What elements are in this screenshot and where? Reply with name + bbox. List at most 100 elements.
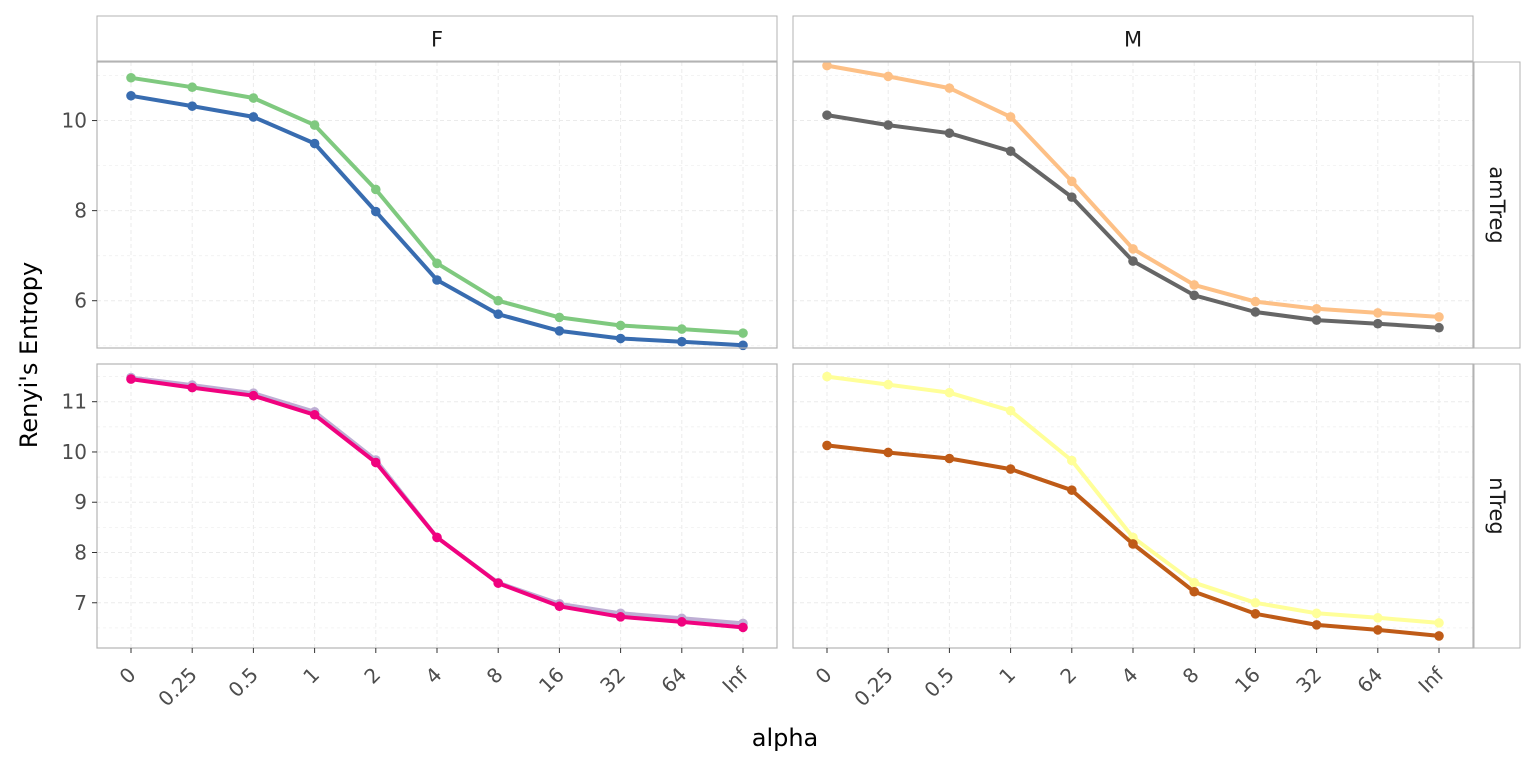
panel-m-ntreg-series-0-point xyxy=(1189,577,1199,588)
panel-f-amtreg-series-0-point xyxy=(677,324,687,334)
panel-m-ntreg-series-0-point xyxy=(1067,455,1077,466)
panel-f-ntreg-y-tick-label: 9 xyxy=(74,490,87,514)
panel-f-amtreg-series-1-point xyxy=(493,309,504,320)
panel-m-amtreg-series-1-point xyxy=(1067,192,1077,202)
panel-f-amtreg-series-0-point xyxy=(554,312,565,323)
panel-m-amtreg-series-0-point xyxy=(822,60,832,71)
panel-f-ntreg-series-1-point xyxy=(309,409,320,420)
panel-f-amtreg-series-0-point xyxy=(248,93,259,103)
panel-m-ntreg-series-0-point xyxy=(944,387,955,398)
panel-m-amtreg-series-0-point xyxy=(1311,304,1322,314)
panel-m-amtreg-border xyxy=(792,61,1474,349)
panel-f-amtreg-series-1-point xyxy=(554,326,565,336)
panel-f-amtreg-series-0-point xyxy=(432,258,442,269)
panel-m-ntreg-series-1-point xyxy=(944,453,955,464)
panel-f-ntreg-series-1-point xyxy=(126,374,136,384)
panel-m-ntreg-series-0-point xyxy=(883,379,893,390)
panel-f-amtreg-series-0-point xyxy=(615,320,626,331)
panel-f-amtreg-series-0-point xyxy=(309,120,320,130)
panel-f-ntreg-series-1-point xyxy=(677,617,687,627)
panel-f-amtreg-series-1-point xyxy=(738,340,748,351)
panel-m-ntreg-series-1-point xyxy=(1311,620,1322,630)
panel-m-amtreg-series-0-point xyxy=(1434,312,1444,322)
panel-m-ntreg-series-0-point xyxy=(1434,618,1444,628)
panel-f-ntreg-series-1-point xyxy=(738,622,748,633)
panel-m-ntreg-series-0-point xyxy=(1373,613,1383,623)
panel-m-amtreg-series-1-point xyxy=(1128,256,1138,266)
x-axis-title: alpha xyxy=(752,724,819,752)
panel-m-amtreg-series-0-point xyxy=(1373,308,1383,318)
panel-m-ntreg-series-1-point xyxy=(883,447,893,458)
panel-m-ntreg: 0 0.25 0.5 1 2 4 8 16 32 64 Inf xyxy=(792,363,1474,711)
panel-m-ntreg-series-1-point xyxy=(822,440,832,451)
y-axis-title: Renyi's Entropy xyxy=(15,262,43,448)
panel-f-amtreg-series-1-point xyxy=(615,333,626,344)
panel-m-ntreg-series-1-point xyxy=(1373,625,1383,635)
panel-m-ntreg-series-0-point xyxy=(1005,405,1016,416)
panel-m-amtreg-series-1-point xyxy=(1373,318,1383,329)
panel-m-amtreg-series-1-point xyxy=(1005,146,1016,156)
panel-m-amtreg-series-0-point xyxy=(1067,176,1077,187)
panel-f-ntreg-y-tick-label: 10 xyxy=(62,440,87,464)
panel-f-ntreg-series-1-point xyxy=(187,382,197,393)
panel-f-ntreg-series-1-point xyxy=(432,532,442,543)
panel-f-amtreg-series-0-point xyxy=(371,184,381,195)
panel-f-amtreg-y-tick-label: 10 xyxy=(62,109,87,133)
panel-f-amtreg-series-1-point xyxy=(126,90,136,101)
panel-f-amtreg-series-1-point xyxy=(432,275,442,285)
panel-f-ntreg-series-1-point xyxy=(554,601,565,612)
strip-label-col-f: F xyxy=(431,28,443,52)
panel-m-ntreg-series-1-point xyxy=(1189,586,1199,597)
strip-label-row-amtreg: amTreg xyxy=(1485,166,1509,244)
strip-box-col-m xyxy=(792,15,1474,62)
panel-f-amtreg-border xyxy=(96,61,778,349)
panel-m-amtreg-series-1-point xyxy=(1311,315,1322,325)
strip-label-col-m: M xyxy=(1124,28,1142,52)
panel-f-amtreg-series-1-point xyxy=(371,206,381,217)
panel-f-amtreg-y-tick-label: 6 xyxy=(74,289,87,313)
panel-f-amtreg-series-1-point xyxy=(248,112,259,122)
panel-f-amtreg-series-0-point xyxy=(187,82,197,93)
panel-f-amtreg: 6 8 10 xyxy=(62,61,778,351)
panel-f-ntreg-series-1-point xyxy=(248,390,259,401)
panel-f-ntreg-y-tick-label: 11 xyxy=(62,390,87,414)
panel-m-amtreg-series-1-point xyxy=(1189,290,1199,301)
panel-f-amtreg-series-1-point xyxy=(187,101,197,111)
panel-m-amtreg-series-0-point xyxy=(1128,244,1138,254)
panel-m-ntreg-series-1-point xyxy=(1067,485,1077,495)
panel-m-ntreg-series-1-point xyxy=(1128,539,1138,549)
panel-f-ntreg-series-1-point xyxy=(615,612,626,622)
panel-m-amtreg-series-0-point xyxy=(1250,296,1261,307)
panel-m-amtreg xyxy=(792,60,1474,349)
panel-m-ntreg-series-0-point xyxy=(822,371,832,382)
panel-f-ntreg-y-tick-label: 8 xyxy=(74,540,87,564)
panel-m-ntreg-series-1-point xyxy=(1005,464,1016,474)
panel-m-ntreg-series-0-point xyxy=(1250,597,1261,608)
panel-f-amtreg-series-0-point xyxy=(493,295,504,306)
strip-label-row-ntreg: nTreg xyxy=(1485,477,1509,534)
strip-box-row-ntreg xyxy=(1473,363,1521,649)
panel-m-amtreg-series-0-point xyxy=(1005,112,1016,122)
panel-m-amtreg-series-1-point xyxy=(883,120,893,130)
panel-m-amtreg-series-1-point xyxy=(1434,322,1444,333)
panel-m-ntreg-series-0-point xyxy=(1311,608,1322,619)
panel-m-amtreg-series-1-point xyxy=(944,128,955,138)
panel-f-amtreg-series-0-point xyxy=(126,72,136,83)
panel-m-ntreg-series-1-point xyxy=(1250,609,1261,619)
panel-f-ntreg-series-1-point xyxy=(371,457,381,468)
panel-m-ntreg-series-1-point xyxy=(1434,631,1444,641)
panel-m-amtreg-series-0-point xyxy=(883,71,893,82)
panel-m-amtreg-series-1-point xyxy=(822,110,832,120)
panel-f-ntreg-series-1-point xyxy=(493,578,504,588)
panel-m-amtreg-series-1-point xyxy=(1250,307,1261,317)
strip-box-row-amtreg xyxy=(1473,61,1521,349)
strip-box-col-f xyxy=(96,15,778,62)
panel-f-amtreg-y-tick-label: 8 xyxy=(74,199,87,223)
panel-m-amtreg-series-0-point xyxy=(944,83,955,93)
panel-f-amtreg-series-0-point xyxy=(738,328,748,338)
panel-f-ntreg-y-tick-label: 7 xyxy=(74,591,87,615)
panel-m-amtreg-series-0-point xyxy=(1189,280,1199,290)
